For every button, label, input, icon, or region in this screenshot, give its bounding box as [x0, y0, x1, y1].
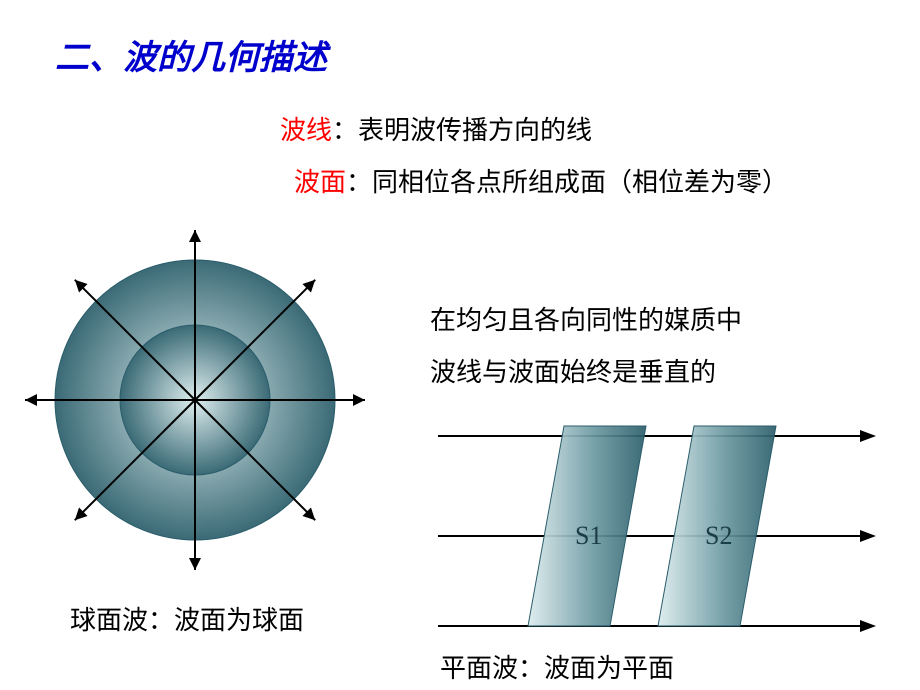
svg-text:S2: S2: [705, 521, 732, 550]
sep-wave-surface: ：: [346, 168, 372, 197]
term-wave-line: 波线: [280, 116, 332, 145]
def-wave-line: 波线：表明波传播方向的线: [280, 110, 592, 147]
plane-wave-diagram: S1 S2: [438, 408, 878, 648]
text-wave-surface: 同相位各点所组成面（相位差为零）: [372, 168, 788, 197]
note-line-1: 在均匀且各向同性的媒质中: [430, 300, 742, 337]
term-wave-surface: 波面: [294, 168, 346, 197]
section-title: 二、波的几何描述: [55, 30, 327, 79]
def-wave-surface: 波面：同相位各点所组成面（相位差为零）: [294, 162, 788, 199]
svg-text:S1: S1: [575, 521, 602, 550]
spherical-wave-caption: 球面波：波面为球面: [70, 600, 304, 637]
note-line-2: 波线与波面始终是垂直的: [430, 352, 716, 389]
sep-wave-line: ：: [332, 116, 358, 145]
text-wave-line: 表明波传播方向的线: [358, 116, 592, 145]
spherical-wave-diagram: [10, 215, 380, 585]
plane-wave-caption: 平面波：波面为平面: [440, 648, 674, 685]
